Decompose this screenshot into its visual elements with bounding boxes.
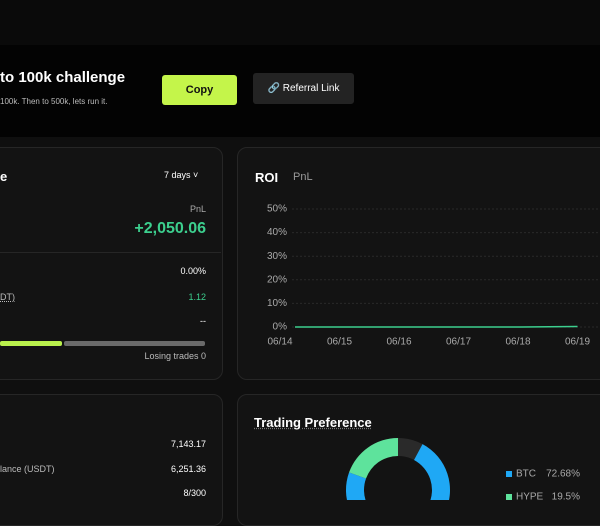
x-tick-label: 06/16 bbox=[386, 337, 411, 348]
y-tick-label: 40% bbox=[267, 227, 287, 238]
x-tick-label: 06/15 bbox=[327, 337, 352, 348]
donut-slice bbox=[349, 438, 398, 478]
legend-name: HYPE bbox=[516, 492, 544, 500]
legend-swatch bbox=[506, 471, 512, 477]
graphics: 0% 10% 20% 30% 40% 50% 06/14 06/15 06/16 06/17 06/… bbox=[0, 0, 600, 500]
y-tick-label: 0% bbox=[273, 322, 288, 333]
legend-value: 72.68% bbox=[546, 469, 580, 480]
legend-swatch bbox=[506, 494, 512, 500]
y-tick-label: 20% bbox=[267, 274, 287, 285]
x-tick-label: 06/17 bbox=[446, 337, 471, 348]
x-tick-label: 06/18 bbox=[505, 337, 530, 348]
y-tick-label: 50% bbox=[267, 204, 287, 215]
legend-name: BTC bbox=[516, 469, 536, 480]
y-tick-label: 30% bbox=[267, 251, 287, 262]
legend-value: 19.5% bbox=[552, 492, 580, 500]
x-tick-label: 06/14 bbox=[267, 337, 292, 348]
y-tick-label: 10% bbox=[267, 298, 287, 309]
page: to 100k challenge 100k. Then to 500k, le… bbox=[0, 0, 600, 500]
x-tick-label: 06/19 bbox=[565, 337, 590, 348]
